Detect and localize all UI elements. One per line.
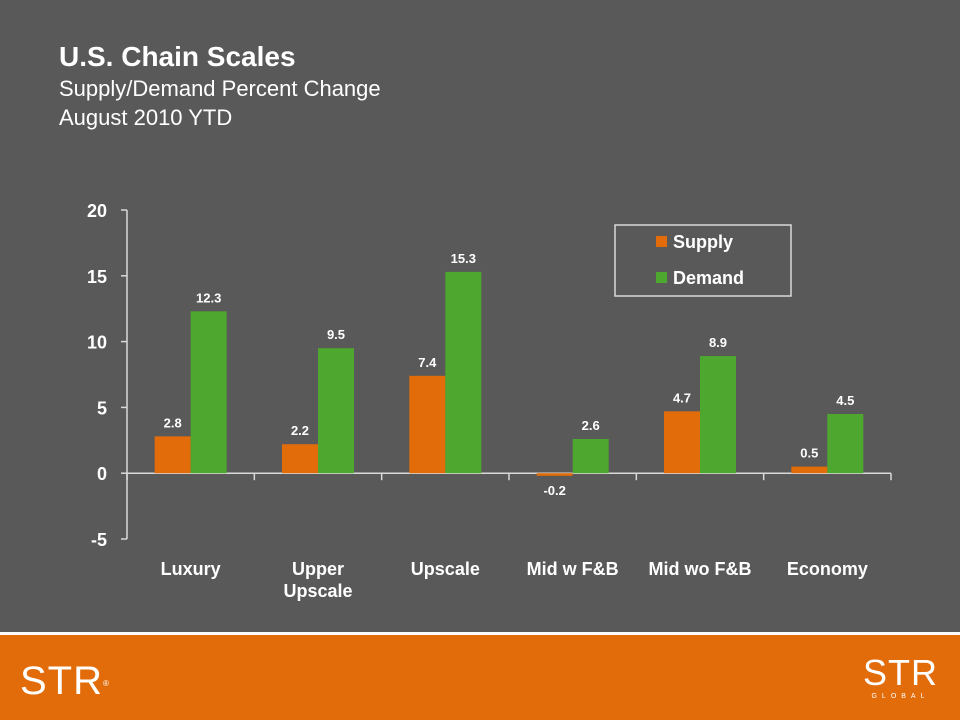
x-tick-label: Luxury bbox=[161, 559, 221, 579]
data-label: 9.5 bbox=[327, 327, 345, 342]
str-logo-text: STR bbox=[20, 659, 103, 703]
title-block: U.S. Chain Scales Supply/Demand Percent … bbox=[59, 40, 381, 132]
data-label: 8.9 bbox=[709, 335, 727, 350]
demand-bar bbox=[827, 413, 864, 474]
chart-subtitle: Supply/Demand Percent Change bbox=[59, 76, 381, 101]
chart-period: August 2010 YTD bbox=[59, 105, 233, 130]
y-tick-label: 5 bbox=[97, 398, 107, 418]
demand-bar bbox=[318, 348, 354, 474]
footer-bar: STR® STR GLOBAL bbox=[0, 632, 960, 720]
x-tick-label: Economy bbox=[787, 559, 868, 579]
data-label: 4.5 bbox=[836, 393, 854, 408]
chart-title: U.S. Chain Scales bbox=[59, 41, 296, 72]
supply-bar bbox=[664, 411, 700, 474]
y-tick-label: 20 bbox=[87, 201, 107, 221]
data-label: 7.4 bbox=[418, 355, 437, 370]
demand-bar bbox=[190, 311, 227, 474]
data-label: 2.2 bbox=[291, 423, 309, 438]
y-tick-label: 15 bbox=[87, 267, 107, 287]
y-tick-label: 10 bbox=[87, 333, 107, 353]
data-label: 15.3 bbox=[451, 251, 476, 266]
supply-bar bbox=[154, 436, 191, 474]
x-tick-label: Upscale bbox=[411, 559, 480, 579]
legend-label: Demand bbox=[673, 268, 744, 288]
demand-bar bbox=[445, 271, 482, 474]
legend-label: Supply bbox=[673, 232, 733, 252]
legend-box bbox=[614, 224, 792, 297]
x-tick-label: Mid wo F&B bbox=[649, 559, 752, 579]
data-label: 4.7 bbox=[673, 390, 691, 405]
str-global-logo-text: STR bbox=[863, 652, 938, 693]
supply-bar bbox=[536, 473, 573, 476]
data-label: 0.5 bbox=[800, 446, 818, 461]
demand-bar bbox=[572, 438, 609, 474]
bar-chart: -5051015202.812.3Luxury2.29.5UpperUpscal… bbox=[87, 201, 892, 601]
supply-bar bbox=[409, 375, 446, 474]
str-logo: STR® bbox=[20, 659, 110, 703]
str-global-logo: STR GLOBAL bbox=[863, 652, 938, 701]
legend-swatch bbox=[656, 272, 667, 283]
demand-bar bbox=[700, 356, 736, 474]
data-label: 2.6 bbox=[582, 418, 600, 433]
supply-bar bbox=[282, 444, 318, 474]
data-label: 12.3 bbox=[196, 290, 221, 305]
y-tick-label: -5 bbox=[91, 530, 107, 550]
x-tick-label: Upper bbox=[292, 559, 344, 579]
data-label: 2.8 bbox=[164, 415, 182, 430]
legend-swatch bbox=[656, 236, 667, 247]
x-tick-label: Upscale bbox=[283, 581, 352, 601]
y-tick-label: 0 bbox=[97, 464, 107, 484]
x-tick-label: Mid w F&B bbox=[527, 559, 619, 579]
data-label: -0.2 bbox=[543, 483, 565, 498]
supply-bar bbox=[791, 466, 828, 474]
str-global-logo-subtext: GLOBAL bbox=[871, 693, 930, 700]
